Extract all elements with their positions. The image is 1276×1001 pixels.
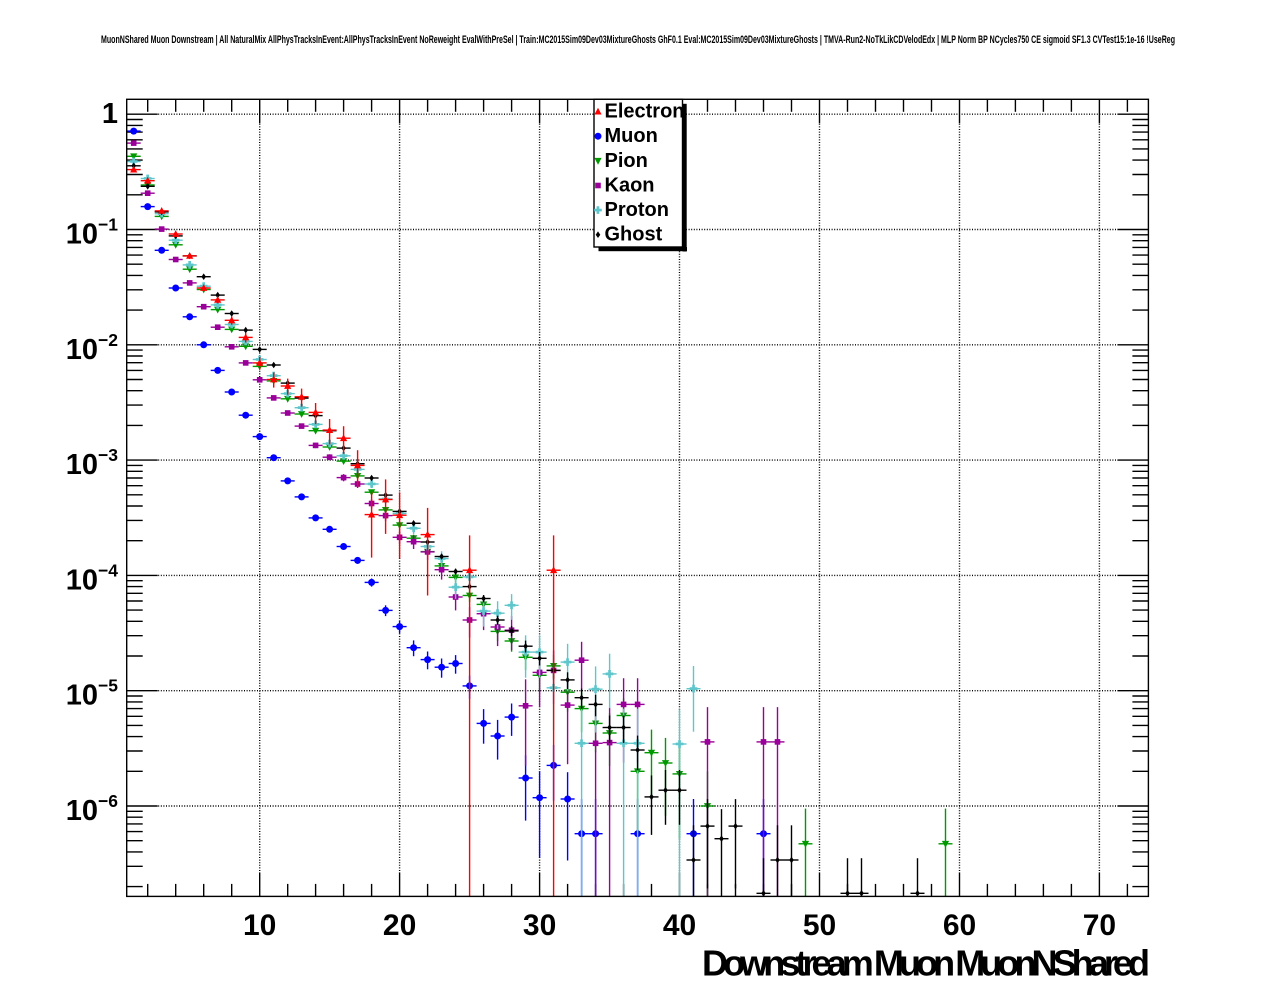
svg-text:Muon: Muon [605,125,658,147]
svg-text:60: 60 [943,909,976,942]
svg-text:30: 30 [523,909,556,942]
svg-text:Proton: Proton [605,199,669,221]
svg-text:10−4: 10−4 [66,560,118,596]
svg-text:70: 70 [1083,909,1116,942]
svg-text:20: 20 [383,909,416,942]
svg-text:Ghost: Ghost [605,224,663,246]
svg-text:50: 50 [803,909,836,942]
svg-text:Electron: Electron [605,101,685,123]
svg-text:1: 1 [102,98,118,130]
svg-text:40: 40 [663,909,696,942]
svg-text:Kaon: Kaon [605,175,655,197]
svg-text:Pion: Pion [605,150,648,172]
svg-text:Downstream Muon MuonNShared: Downstream Muon MuonNShared [702,943,1150,984]
svg-text:MuonNShared Muon Downstream |: MuonNShared Muon Downstream | All Natura… [101,34,1175,46]
svg-text:10: 10 [243,909,276,942]
